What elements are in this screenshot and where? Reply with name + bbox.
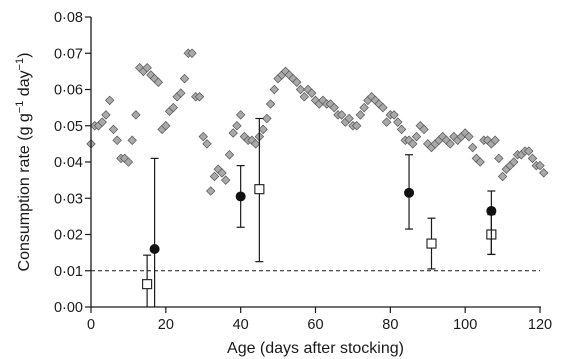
diamond-point bbox=[408, 139, 418, 149]
plot-area bbox=[86, 48, 549, 307]
y-tick-label: 0·03 bbox=[54, 191, 83, 207]
diamond-point bbox=[307, 88, 317, 98]
diamond-point bbox=[250, 139, 261, 149]
diamond-point bbox=[445, 139, 455, 149]
diamond-point bbox=[494, 153, 504, 164]
diamond-point bbox=[393, 117, 403, 127]
y-tick-label: 0·00 bbox=[54, 300, 83, 316]
y-axis-title-mid: day bbox=[16, 70, 33, 100]
y-axis-title: Consumption rate (g g−1 day−1) bbox=[14, 53, 33, 272]
y-tick-label: 0·08 bbox=[54, 10, 83, 26]
y-tick-label: 0·06 bbox=[54, 83, 83, 99]
diamond-point bbox=[381, 117, 392, 127]
y-tick-label: 0·01 bbox=[54, 264, 83, 280]
diamond-point bbox=[299, 92, 309, 102]
diamond-point bbox=[131, 110, 141, 120]
axes: 0·00 0·01 0·02 0·03 0·04 0·05 0·06 0·07 0·08 0 20 4… bbox=[54, 10, 552, 333]
x-axis-title: Age (days after stocking) bbox=[227, 340, 404, 357]
diamond-point bbox=[209, 171, 220, 182]
circle-point bbox=[404, 187, 415, 198]
diamond-point bbox=[539, 168, 549, 178]
square-point bbox=[254, 184, 265, 195]
diamond-point bbox=[228, 128, 238, 138]
diamond-point bbox=[396, 124, 407, 135]
diamond-point bbox=[419, 124, 429, 135]
square-point bbox=[426, 238, 437, 249]
y-tick-label: 0·05 bbox=[54, 119, 83, 135]
x-tick-label: 0 bbox=[87, 317, 95, 333]
diamond-point bbox=[206, 186, 216, 196]
diamond-point bbox=[123, 157, 134, 167]
x-tick-label: 20 bbox=[158, 317, 174, 333]
diamond-point bbox=[105, 95, 115, 106]
diamond-point bbox=[224, 150, 235, 160]
diamond-point bbox=[535, 160, 545, 171]
x-tick-label: 100 bbox=[453, 317, 477, 333]
diamond-point bbox=[127, 135, 137, 145]
circle-point bbox=[149, 243, 160, 254]
diamond-point bbox=[221, 175, 231, 185]
diamond-point bbox=[464, 131, 474, 142]
diamond-point bbox=[176, 88, 186, 98]
diamond-point bbox=[179, 73, 190, 84]
y-tick-label: 0·07 bbox=[54, 46, 83, 62]
diamond-point bbox=[295, 84, 306, 95]
x-tick-label: 80 bbox=[382, 317, 398, 333]
diamond-point bbox=[153, 77, 164, 87]
diamond-point bbox=[497, 171, 508, 182]
diamond-point bbox=[235, 110, 246, 120]
diamond-point bbox=[187, 48, 197, 58]
diamond-point bbox=[161, 121, 171, 131]
diamond-point bbox=[101, 110, 111, 120]
diamond-point bbox=[329, 102, 339, 113]
diamond-point bbox=[467, 142, 478, 153]
x-tick-label: 60 bbox=[307, 317, 323, 333]
diamond-point bbox=[411, 131, 422, 142]
diamond-point bbox=[265, 99, 276, 109]
diamond-point bbox=[269, 84, 280, 95]
diamond-point bbox=[258, 124, 268, 135]
square-point bbox=[142, 279, 153, 290]
x-tick-label: 120 bbox=[528, 317, 552, 333]
diamond-point bbox=[194, 92, 205, 102]
diamond-point bbox=[198, 131, 208, 142]
circle-point bbox=[486, 205, 497, 216]
diamond-point bbox=[142, 63, 152, 73]
diamond-point bbox=[355, 110, 366, 120]
diamond-point bbox=[509, 157, 519, 167]
diamond-point bbox=[527, 153, 538, 164]
diamond-point bbox=[336, 110, 347, 120]
diamond-point bbox=[108, 124, 119, 135]
diamond-point bbox=[262, 113, 272, 124]
y-axis-title-suffix: ) bbox=[16, 53, 33, 58]
diamond-point bbox=[475, 157, 485, 167]
y-axis-title-exponent-1: −1 bbox=[14, 101, 26, 114]
diamond-point bbox=[378, 102, 388, 113]
diamond-point bbox=[389, 110, 399, 120]
diamond-point bbox=[97, 117, 107, 127]
diamond-point bbox=[168, 102, 179, 113]
diamond-point bbox=[490, 135, 500, 145]
diamond-point bbox=[232, 121, 242, 131]
y-tick-label: 0·04 bbox=[54, 155, 83, 171]
diamond-point bbox=[359, 102, 369, 113]
diamond-point bbox=[351, 121, 362, 131]
diamond-point bbox=[344, 113, 354, 124]
diamond-point bbox=[292, 77, 302, 87]
x-tick-label: 40 bbox=[233, 317, 249, 333]
y-axis-title-prefix: Consumption rate (g g bbox=[16, 113, 33, 271]
y-axis-title-exponent-2: −1 bbox=[14, 58, 26, 71]
diamond-point bbox=[112, 135, 122, 145]
diamond-point bbox=[524, 146, 534, 156]
diamond-point bbox=[217, 168, 227, 178]
circle-point bbox=[235, 191, 246, 202]
diamond-point bbox=[202, 139, 212, 149]
y-tick-label: 0·02 bbox=[54, 228, 83, 244]
